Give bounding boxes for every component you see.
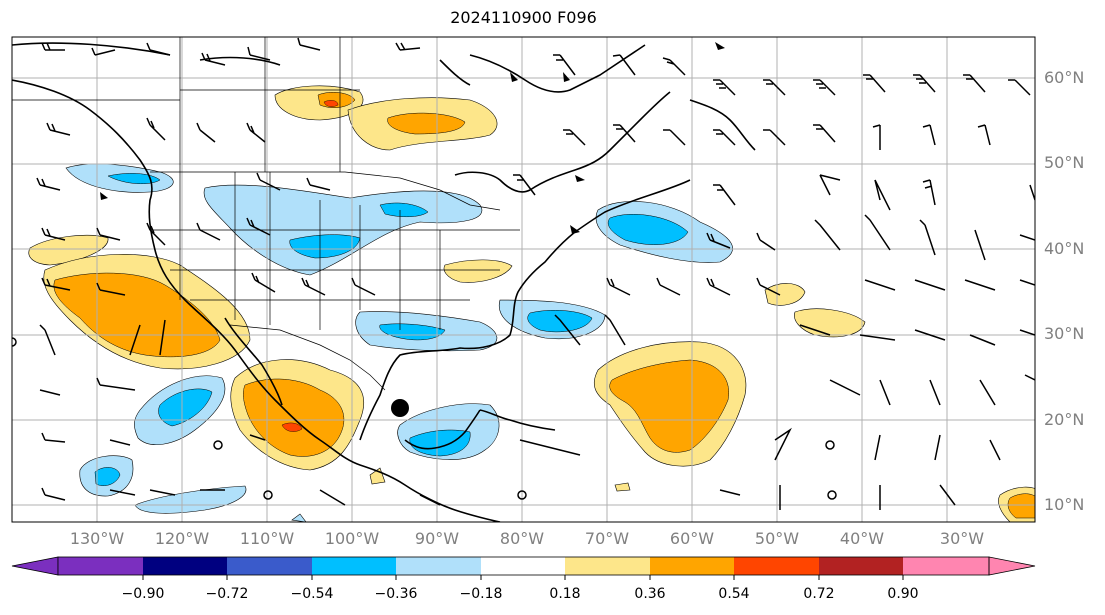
lon-label: 30°W [939,529,985,548]
colorbar-tick-label: 0.90 [887,586,919,602]
lat-label: 10°N [1044,495,1085,514]
lat-label: 20°N [1044,410,1085,429]
political-borders [12,37,520,391]
colorbar-bin [650,557,734,575]
field-orange [53,92,1035,519]
lat-label: 60°N [1044,68,1085,87]
lon-label: 50°W [754,529,800,548]
colorbar-tick-label: 0.54 [718,586,750,602]
colorbar-tick-label: −0.54 [290,586,334,602]
colorbar-tick-label: 0.36 [634,586,666,602]
wind-barbs [36,37,1035,510]
colorbar [11,556,1036,580]
storm-center-marker [391,399,409,417]
lon-label: 60°W [669,529,715,548]
field-red [281,100,339,432]
lon-label: 120°W [154,529,210,548]
colorbar-bin [734,557,819,575]
colorbar-bin [481,557,565,575]
colorbar-bin [565,557,650,575]
colorbar-tick-label: −0.36 [374,586,418,602]
colorbar-tick-label: −0.72 [205,586,249,602]
lon-label: 110°W [239,529,295,548]
colorbar-bin [396,557,481,575]
lon-label: 40°W [839,529,885,548]
colorbar-tick-label: −0.18 [459,586,503,602]
colorbar-bin [227,557,312,575]
coastlines [12,42,756,522]
wind-pennants [100,42,725,234]
map-title: 2024110900 F096 [450,8,597,27]
calm-circles [12,337,837,500]
colorbar-outline [57,556,990,576]
colorbar-bin [312,557,396,575]
colorbar-bin [58,557,143,575]
lon-label: 90°W [414,529,460,548]
lon-label: 100°W [324,529,380,548]
lon-label: 130°W [69,529,125,548]
colorbar-tick-label: 0.72 [803,586,835,602]
colorbar-tick-label: −0.90 [121,586,165,602]
field-blue [94,173,689,486]
lon-label: 80°W [499,529,545,548]
lat-label: 40°N [1044,239,1085,258]
colorbar-tick-label: 0.18 [549,586,581,602]
lat-label: 50°N [1044,153,1085,172]
colorbar-bin [903,557,989,575]
lat-label: 30°N [1044,324,1085,343]
colorbar-bin [143,557,227,575]
colorbar-bin [819,557,903,575]
colorbar-extend-low [11,556,59,576]
lon-label: 70°W [584,529,630,548]
colorbar-extend-high [988,556,1036,576]
map-frame [11,36,1036,523]
map-gridlines [12,37,1035,522]
